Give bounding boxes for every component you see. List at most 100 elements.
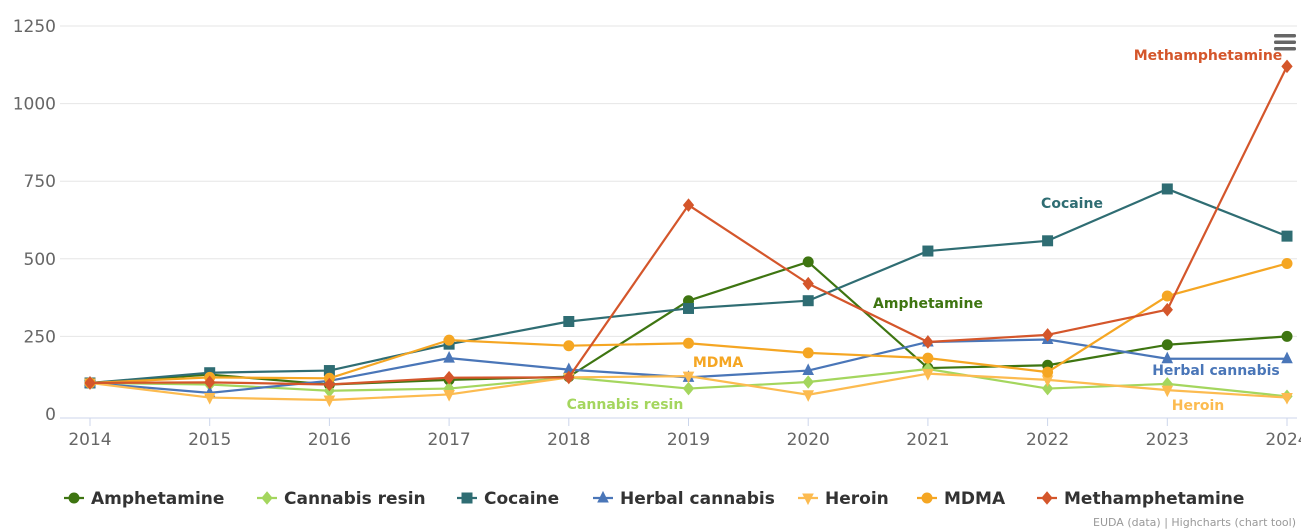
legend-item-heroin[interactable]: Heroin bbox=[798, 489, 889, 509]
data-point-mdma[interactable] bbox=[563, 340, 575, 352]
data-point-mdma[interactable] bbox=[802, 347, 814, 359]
data-point-methamphetamine[interactable] bbox=[563, 370, 575, 385]
data-point-heroin[interactable] bbox=[1281, 393, 1293, 405]
axes: 0 250 500 750 1000 1250 2014 2015 2016 2017 2018 20… bbox=[13, 17, 1301, 450]
legend-label[interactable]: Herbal cannabis bbox=[620, 489, 775, 509]
legend-label[interactable]: Cannabis resin bbox=[284, 489, 426, 509]
x-tick-label: 2023 bbox=[1146, 430, 1189, 450]
data-point-heroin[interactable] bbox=[1161, 385, 1174, 398]
x-tick-label: 2021 bbox=[906, 430, 949, 450]
data-point-herbal-cannabis[interactable] bbox=[1161, 351, 1174, 364]
data-point-methamphetamine[interactable] bbox=[1281, 59, 1293, 74]
legend-symbol[interactable] bbox=[802, 493, 814, 506]
series-cocaine bbox=[84, 183, 1293, 389]
data-point-heroin[interactable] bbox=[323, 395, 336, 408]
data-point-mdma[interactable] bbox=[1042, 366, 1054, 378]
data-point-mdma[interactable] bbox=[683, 337, 694, 349]
data-point-cocaine[interactable] bbox=[563, 316, 575, 328]
x-tick-label: 2019 bbox=[667, 430, 710, 450]
data-point-mdma[interactable] bbox=[1281, 257, 1293, 269]
y-tick-label: 1000 bbox=[13, 95, 56, 115]
data-point-cannabis-resin[interactable] bbox=[802, 375, 814, 389]
series-label-cannabis-resin: Cannabis resin bbox=[567, 397, 684, 413]
y-tick-label: 750 bbox=[24, 172, 56, 192]
data-point-methamphetamine[interactable] bbox=[802, 276, 814, 291]
legend-item-cocaine[interactable]: Cocaine bbox=[457, 489, 559, 509]
data-point-heroin[interactable] bbox=[203, 393, 216, 405]
hamburger-menu-icon[interactable] bbox=[1274, 34, 1296, 51]
data-point-methamphetamine[interactable] bbox=[204, 375, 216, 390]
data-point-methamphetamine[interactable] bbox=[1041, 328, 1054, 342]
legend-item-amphetamine[interactable]: Amphetamine bbox=[64, 489, 224, 509]
legend-item-mdma[interactable]: MDMA bbox=[917, 489, 1006, 509]
legend-label[interactable]: Cocaine bbox=[484, 489, 559, 509]
legend-symbol[interactable] bbox=[921, 492, 933, 504]
series-label-heroin: Heroin bbox=[1172, 398, 1225, 414]
series-label-methamphetamine: Methamphetamine bbox=[1134, 48, 1283, 64]
data-point-amphetamine[interactable] bbox=[802, 256, 814, 268]
legend-label[interactable]: MDMA bbox=[944, 489, 1006, 509]
legend-symbol[interactable] bbox=[68, 492, 80, 504]
data-point-mdma[interactable] bbox=[1161, 290, 1173, 302]
data-point-methamphetamine[interactable] bbox=[443, 370, 455, 385]
credits-text[interactable]: EUDA (data) | Highcharts (chart tool) bbox=[1093, 516, 1296, 529]
data-point-cocaine[interactable] bbox=[1042, 235, 1054, 247]
legend-item-herbal-cannabis[interactable]: Herbal cannabis bbox=[593, 489, 775, 509]
data-point-heroin[interactable] bbox=[443, 389, 455, 402]
y-tick-label: 250 bbox=[24, 327, 56, 347]
data-point-cannabis-resin[interactable] bbox=[1041, 381, 1054, 396]
data-point-amphetamine[interactable] bbox=[1281, 330, 1293, 342]
series-labels: Methamphetamine Cocaine Amphetamine MDMA Her… bbox=[567, 48, 1283, 414]
x-tick-label: 2020 bbox=[787, 430, 830, 450]
data-point-herbal-cannabis[interactable] bbox=[443, 351, 455, 363]
legend-label[interactable]: Heroin bbox=[825, 489, 889, 509]
x-tick-label: 2014 bbox=[68, 430, 111, 450]
x-tick-label: 2024 bbox=[1265, 430, 1301, 450]
data-point-cocaine[interactable] bbox=[1281, 230, 1293, 242]
grid-lines bbox=[60, 25, 1297, 337]
data-point-cocaine[interactable] bbox=[1161, 183, 1173, 195]
legend-symbol[interactable] bbox=[461, 492, 473, 504]
legend-item-methamphetamine[interactable]: Methamphetamine bbox=[1037, 489, 1244, 509]
x-tick-label: 2016 bbox=[308, 430, 351, 450]
series-lines bbox=[84, 59, 1293, 408]
data-point-methamphetamine[interactable] bbox=[682, 198, 695, 212]
series-line-cocaine[interactable] bbox=[89, 187, 1288, 385]
data-point-mdma[interactable] bbox=[922, 352, 934, 364]
data-point-cannabis-resin[interactable] bbox=[682, 381, 695, 396]
legend-label[interactable]: Methamphetamine bbox=[1064, 489, 1244, 509]
series-amphetamine bbox=[84, 256, 1293, 391]
data-point-herbal-cannabis[interactable] bbox=[1281, 351, 1293, 364]
legend-label[interactable]: Amphetamine bbox=[91, 489, 224, 509]
data-point-cocaine[interactable] bbox=[683, 302, 694, 314]
data-point-amphetamine[interactable] bbox=[1161, 339, 1173, 351]
data-point-heroin[interactable] bbox=[682, 371, 695, 384]
legend-symbol[interactable] bbox=[1041, 491, 1053, 505]
series-mdma bbox=[84, 257, 1293, 389]
data-point-mdma[interactable] bbox=[443, 334, 455, 346]
series-label-cocaine: Cocaine bbox=[1041, 196, 1103, 212]
y-tick-label: 0 bbox=[45, 405, 56, 425]
chart-menu-button[interactable] bbox=[1274, 34, 1296, 51]
data-point-methamphetamine[interactable] bbox=[84, 376, 96, 390]
data-point-cocaine[interactable] bbox=[802, 295, 814, 307]
series-label-mdma: MDMA bbox=[693, 355, 743, 371]
data-point-methamphetamine[interactable] bbox=[1161, 302, 1173, 317]
data-point-heroin[interactable] bbox=[922, 369, 934, 381]
data-point-herbal-cannabis[interactable] bbox=[802, 363, 815, 376]
legend-symbol[interactable] bbox=[261, 491, 273, 505]
series-label-amphetamine: Amphetamine bbox=[873, 296, 983, 312]
data-point-cocaine[interactable] bbox=[922, 245, 934, 257]
x-tick-label: 2017 bbox=[427, 430, 470, 450]
data-point-heroin[interactable] bbox=[802, 390, 815, 402]
legend-item-cannabis-resin[interactable]: Cannabis resin bbox=[257, 489, 426, 509]
data-point-methamphetamine[interactable] bbox=[323, 377, 336, 392]
y-tick-label: 1250 bbox=[13, 17, 56, 37]
legend: Amphetamine Cannabis resin Cocaine Herbal c… bbox=[64, 489, 1244, 509]
x-tick-label: 2022 bbox=[1026, 430, 1069, 450]
series-heroin bbox=[84, 369, 1293, 408]
data-point-methamphetamine[interactable] bbox=[922, 335, 934, 349]
legend-symbol[interactable] bbox=[597, 490, 609, 503]
